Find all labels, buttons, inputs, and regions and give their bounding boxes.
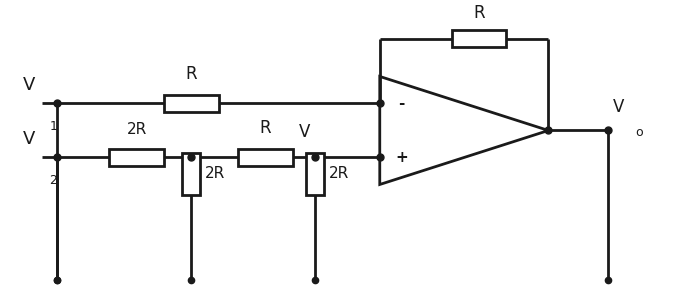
Text: +: +: [395, 150, 408, 165]
Text: R: R: [473, 4, 485, 22]
Bar: [182, 153, 200, 195]
Text: V: V: [23, 130, 36, 148]
Text: 2R: 2R: [127, 122, 147, 137]
Text: R: R: [186, 65, 197, 83]
Text: 2: 2: [50, 174, 57, 188]
Bar: [164, 95, 218, 112]
Bar: [307, 153, 324, 195]
Text: 2R: 2R: [205, 167, 225, 182]
Bar: [239, 149, 293, 166]
Text: -: -: [398, 96, 405, 111]
Text: R: R: [260, 119, 272, 137]
Bar: [109, 149, 164, 166]
Text: V: V: [23, 76, 36, 94]
Text: V: V: [299, 123, 310, 141]
Text: 1: 1: [50, 120, 57, 134]
Bar: [452, 30, 506, 47]
Text: V: V: [613, 98, 624, 116]
Text: o: o: [636, 126, 643, 139]
Text: 2R: 2R: [329, 167, 349, 182]
